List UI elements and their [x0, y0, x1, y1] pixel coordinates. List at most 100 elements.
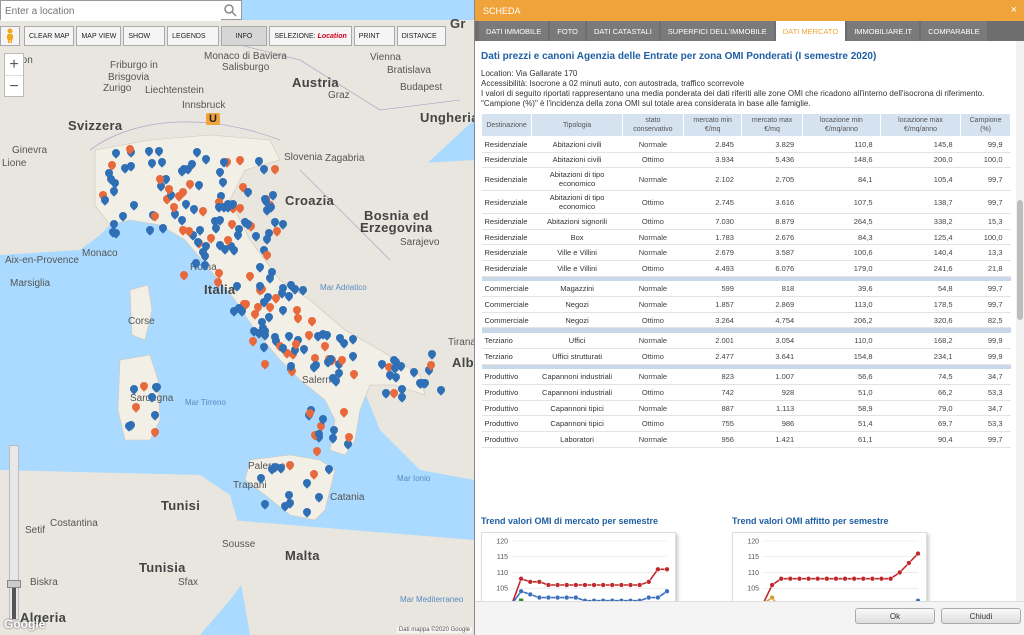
- map-place-label: Tunisi: [161, 498, 201, 513]
- table-cell: 99,9: [960, 332, 1011, 349]
- table-row: Residenziale Abitazioni civili Ottimo 3.934…: [481, 152, 1011, 169]
- table-cell: 1.421: [741, 431, 803, 448]
- info-button[interactable]: INFO: [220, 26, 268, 46]
- tab-dati-mercato[interactable]: DATI MERCATO: [775, 21, 846, 41]
- zoom-out-button[interactable]: −: [5, 75, 23, 96]
- ok-button[interactable]: Ok: [855, 608, 935, 624]
- table-cell: 99,9: [960, 136, 1011, 153]
- chart-data-point: [878, 576, 885, 582]
- table-cell: Abitazioni di tipo economico: [531, 167, 623, 192]
- tab-dati-catastali[interactable]: DATI CATASTALI: [587, 21, 659, 41]
- table-row: Commerciale Negozi Ottimo 3.264 4.754 206,2 32…: [481, 312, 1011, 329]
- zoom-slider-thumb[interactable]: [7, 580, 21, 589]
- tab-dati-immobile[interactable]: DATI IMMOBILE: [479, 21, 549, 41]
- table-cell: 100,6: [802, 244, 881, 261]
- table-row: Produttivo Capannoni tipici Ottimo 755 986 51…: [481, 415, 1011, 432]
- tab-comparable[interactable]: COMPARABLE: [921, 21, 987, 41]
- show-button[interactable]: SHOW: [123, 26, 166, 46]
- table-cell: 145,8: [880, 136, 961, 153]
- close-button[interactable]: Chiudi: [941, 608, 1021, 624]
- table-cell: 3.934: [683, 152, 742, 169]
- scrollbar-thumb[interactable]: [1017, 200, 1023, 320]
- map-place-label: Costantina: [50, 518, 98, 529]
- chart-title: Trend valori OMI di mercato per semestre: [481, 516, 659, 526]
- chart-data-point: [518, 598, 524, 601]
- table-cell: 69,7: [880, 415, 961, 432]
- search-input[interactable]: [1, 2, 221, 21]
- tab-superfici-dell-immobile[interactable]: SUPERFICI DELL'IMMOBILE: [660, 21, 774, 41]
- tab-foto[interactable]: FOTO: [550, 21, 585, 41]
- chart-data-point: [815, 576, 821, 582]
- tab-immobiliare-it[interactable]: IMMOBILIARE.IT: [847, 21, 920, 41]
- table-cell: 1.007: [741, 369, 803, 386]
- table-cell: 66,2: [880, 384, 961, 401]
- map-place-label: Malta: [285, 548, 320, 563]
- table-cell: 742: [683, 384, 742, 401]
- column-header: Destinazione: [480, 113, 533, 137]
- map-place-label: Sfax: [178, 577, 199, 588]
- map-place-label: Italia: [204, 282, 236, 297]
- map-place-label: Brisgovia: [108, 72, 150, 83]
- table-cell: 54,8: [880, 281, 961, 298]
- map-view-button[interactable]: MAP VIEW: [76, 26, 122, 46]
- chart-data-point: [851, 576, 857, 582]
- omi-table: Destinazione Tipologia stato conservativo m…: [480, 113, 1011, 448]
- report-title: Dati prezzi e canoni Agenzia delle Entra…: [481, 51, 877, 62]
- table-cell: 105,4: [880, 167, 961, 192]
- table-row: Residenziale Abitazioni di tipo economico…: [481, 190, 1011, 215]
- zoom-slider[interactable]: [7, 445, 21, 620]
- table-cell: 3.264: [683, 312, 742, 329]
- chart-ytick-label: 105: [747, 586, 759, 593]
- map-place-label: Monaco di Baviera: [204, 51, 287, 62]
- panel-tabs: DATI IMMOBILE FOTO DATI CATASTALI SUPERFICI…: [475, 21, 1024, 41]
- legends-button[interactable]: LEGENDS: [167, 26, 219, 46]
- accessibility-line: Accessibilità: Isocrone a 02 minuti auto…: [481, 79, 745, 88]
- table-cell: Normale: [622, 296, 684, 313]
- print-button[interactable]: PRINT: [353, 26, 395, 46]
- map-place-label: Trapani: [233, 480, 267, 491]
- table-cell: 56,6: [802, 369, 881, 386]
- table-cell: Residenziale: [481, 229, 532, 246]
- table-cell: Normale: [622, 244, 684, 261]
- zoom-in-button[interactable]: +: [9, 56, 19, 73]
- map-place-label: Mar Mediterraneo: [400, 595, 464, 604]
- selezione-label: SELEZIONE:: [274, 32, 316, 40]
- search-icon[interactable]: [223, 3, 237, 17]
- table-cell: Commerciale: [481, 296, 532, 313]
- close-icon[interactable]: ×: [1010, 4, 1017, 16]
- scrollbar-track[interactable]: [1016, 41, 1024, 601]
- table-cell: Terziario: [481, 348, 532, 365]
- pegman-icon[interactable]: [0, 26, 20, 46]
- chart-data-point: [869, 576, 876, 582]
- map-canvas[interactable]: Monaco di Baviera Salisburgo Vienna Bratisl…: [0, 0, 474, 635]
- table-cell: 2.102: [683, 167, 742, 192]
- chart-data-point: [627, 582, 634, 588]
- map-place-label: Liechtenstein: [145, 85, 204, 96]
- selected-location-marker[interactable]: U: [206, 113, 220, 125]
- chart-series-line: [763, 553, 919, 601]
- selezione-button[interactable]: SELEZIONE: Location: [269, 26, 352, 46]
- column-header: mercato max €/mq: [741, 113, 803, 137]
- table-cell: 2.001: [683, 332, 742, 349]
- clear-map-button[interactable]: CLEAR MAP: [24, 26, 75, 46]
- chart-data-point: [915, 550, 921, 557]
- map-place-label: Setif: [25, 525, 46, 536]
- table-cell: 58,9: [802, 400, 881, 417]
- table-row: Produttivo Capannoni industriali Ottimo 742…: [481, 384, 1011, 401]
- map-place-label: Mar Tirreno: [185, 398, 226, 407]
- table-cell: 956: [683, 431, 742, 448]
- chart-data-point: [573, 594, 579, 601]
- table-cell: Normale: [622, 281, 684, 298]
- distance-button[interactable]: DISTANCE: [396, 26, 446, 46]
- group-separator: [481, 327, 1011, 333]
- table-row: Residenziale Abitazioni civili Normale 2.84…: [481, 136, 1011, 153]
- table-cell: Ottimo: [622, 260, 684, 277]
- table-row: Residenziale Ville e Villini Ottimo 4.493 6.…: [481, 260, 1011, 277]
- chart-mercato: Trend valori OMI di mercato per semestre…: [481, 516, 711, 601]
- table-cell: 1.857: [683, 296, 742, 313]
- map-place-label: Lione: [2, 158, 27, 169]
- table-cell: Negozi: [531, 296, 623, 313]
- map-place-label: Salerno: [302, 375, 337, 386]
- table-cell: Normale: [622, 229, 684, 246]
- chart-svg: 120115110105100959085: [747, 539, 921, 601]
